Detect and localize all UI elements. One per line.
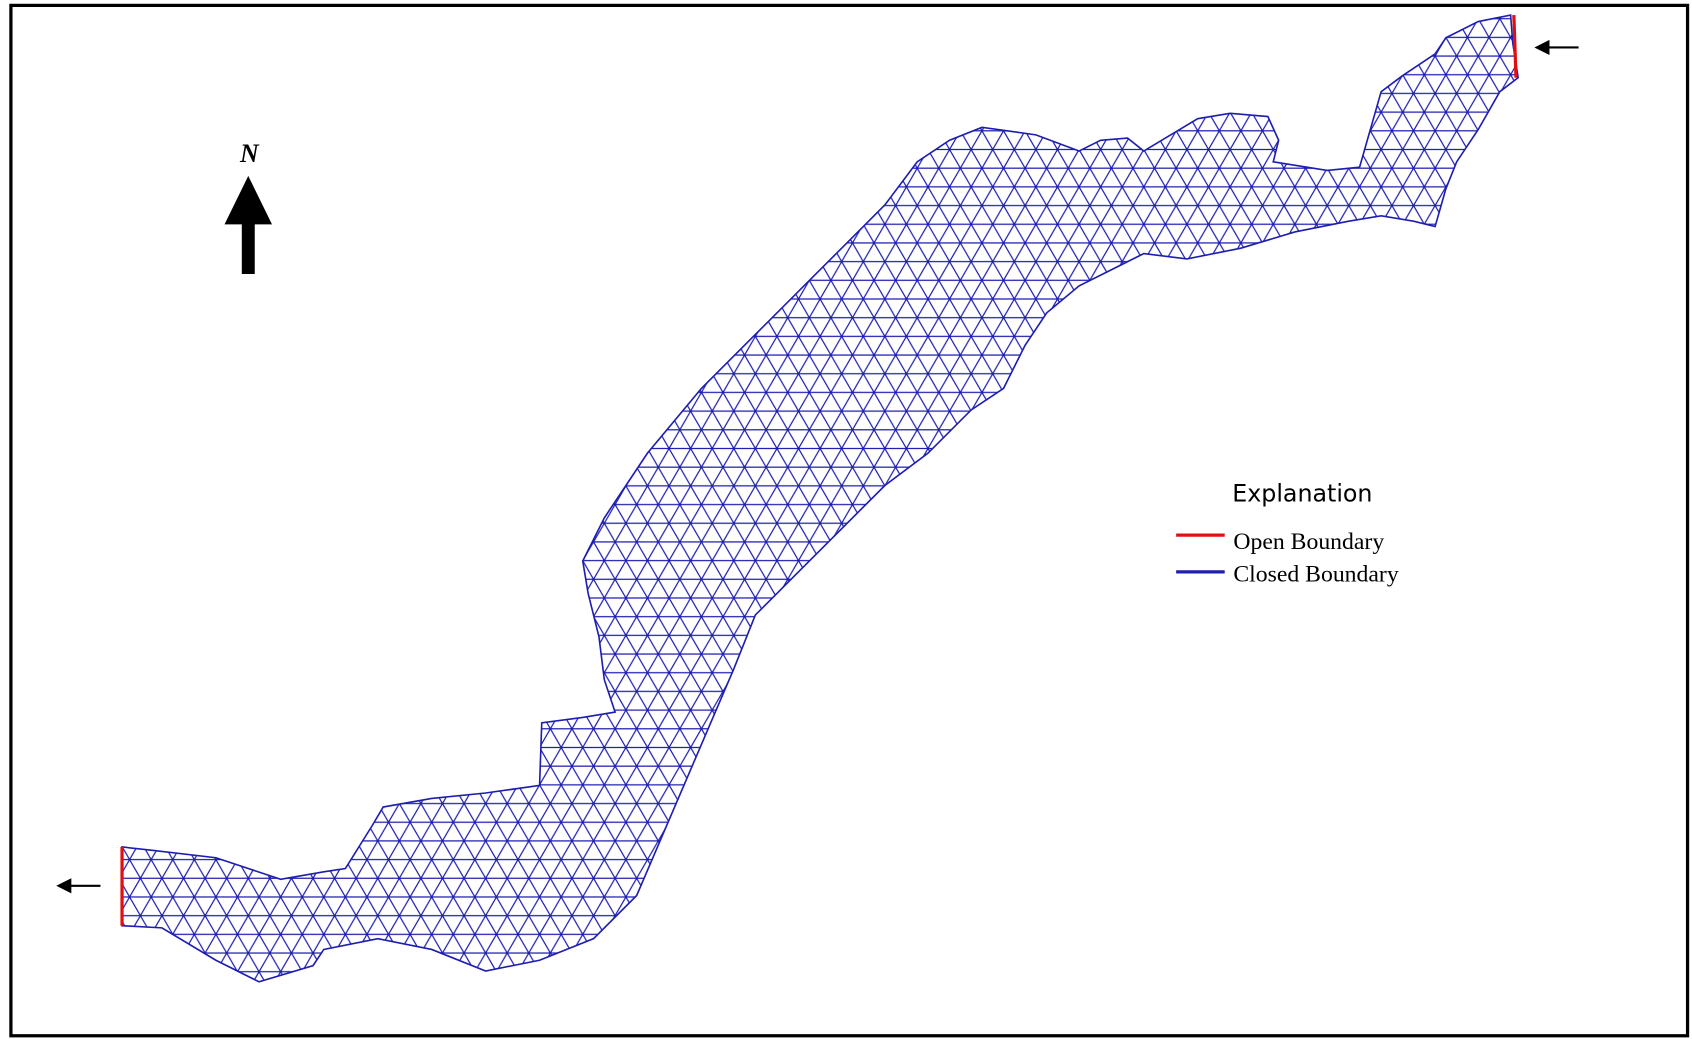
open-boundary-east — [1514, 15, 1516, 78]
legend-item: Open Boundary — [1233, 529, 1384, 555]
legend-title: Explanation — [1232, 480, 1372, 508]
north-label: N — [239, 139, 260, 168]
legend-item: Closed Boundary — [1233, 562, 1399, 588]
map: N Explanation Open Boundary Closed Bound… — [0, 0, 1692, 1039]
page: {"north_label": "N", "legend": {"title":… — [0, 0, 1692, 1039]
